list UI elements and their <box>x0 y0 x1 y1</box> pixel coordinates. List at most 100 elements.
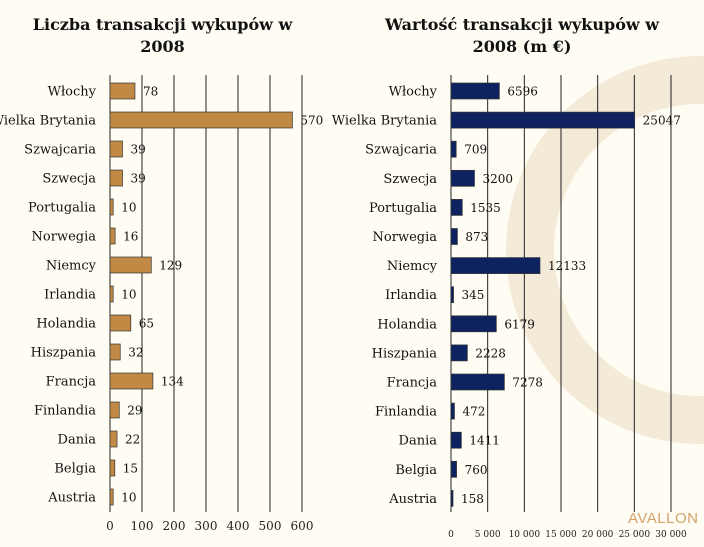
value-data-label: 6179 <box>504 317 535 331</box>
value-data-label: 25047 <box>643 114 681 128</box>
value-category-label: Szwajcaria <box>365 143 437 158</box>
count-data-label: 32 <box>128 346 143 360</box>
value-category-label: Irlandia <box>385 288 437 303</box>
value-bar <box>450 228 458 245</box>
value-data-label: 472 <box>462 405 485 419</box>
value-tick-label: 20 000 <box>582 530 614 540</box>
count-tick-label: 0 <box>106 519 114 533</box>
value-bar <box>450 315 497 333</box>
chart-title-value-line-1: Wartość transakcji wykupów w <box>385 15 659 34</box>
value-category-label: Włochy <box>389 85 438 100</box>
count-data-label: 134 <box>161 375 184 389</box>
count-bar <box>109 169 123 187</box>
count-bar <box>109 430 118 448</box>
count-category-label: Belgia <box>54 462 96 477</box>
value-category-label: Szwecja <box>383 172 437 187</box>
value-tick-label: 0 <box>448 530 454 540</box>
count-data-label: 22 <box>125 433 140 447</box>
value-bar <box>450 490 454 507</box>
chart-title-count-line-2: 2008 <box>140 37 185 56</box>
chart-title-value-line-2: 2008 (m €) <box>472 37 572 56</box>
value-bar <box>450 199 463 216</box>
count-category-label: Wielka Brytania <box>0 114 96 129</box>
count-category-label: Irlandia <box>44 288 96 303</box>
value-tick-label: 25 000 <box>619 530 651 540</box>
count-bar <box>109 111 293 129</box>
chart-title-count: Liczba transakcji wykupów w 2008 <box>20 14 305 58</box>
value-tick-label: 30 000 <box>655 530 687 540</box>
count-bar <box>109 401 120 419</box>
value-category-label: Niemcy <box>387 259 438 274</box>
count-data-label: 16 <box>123 230 138 244</box>
count-bar <box>109 82 136 100</box>
value-data-label: 1411 <box>469 434 500 448</box>
value-data-label: 345 <box>462 288 485 302</box>
value-tick-label: 5 000 <box>475 530 501 540</box>
count-bar <box>109 459 116 477</box>
value-bar <box>450 140 457 158</box>
value-bar <box>450 373 505 391</box>
count-category-label: Holandia <box>36 317 96 332</box>
value-data-label: 7278 <box>512 376 543 390</box>
count-data-label: 10 <box>121 288 136 302</box>
value-data-label: 760 <box>465 463 488 477</box>
value-bar <box>450 169 475 187</box>
count-tick-label: 500 <box>259 519 282 533</box>
count-tick-label: 200 <box>163 519 186 533</box>
count-category-label: Niemcy <box>46 259 97 274</box>
count-tick-label: 100 <box>131 519 154 533</box>
count-category-label: Szwajcaria <box>24 143 96 158</box>
count-category-label: Portugalia <box>28 201 96 216</box>
chart-title-value: Wartość transakcji wykupów w 2008 (m €) <box>372 14 672 58</box>
count-data-label: 29 <box>127 404 142 418</box>
count-bar <box>109 285 114 303</box>
count-data-label: 65 <box>139 317 154 331</box>
value-data-label: 158 <box>461 492 484 506</box>
value-category-label: Francja <box>387 376 438 391</box>
value-data-label: 873 <box>465 230 488 244</box>
value-tick-label: 10 000 <box>509 530 541 540</box>
value-bar <box>450 460 457 478</box>
value-data-label: 2228 <box>475 346 506 360</box>
count-bar <box>109 256 152 274</box>
count-category-label: Norwegia <box>32 230 97 245</box>
value-bar <box>450 257 541 274</box>
value-category-label: Belgia <box>395 463 437 478</box>
count-bar <box>109 488 114 506</box>
value-bar <box>450 431 462 449</box>
count-category-label: Szwecja <box>42 172 96 187</box>
count-tick-label: 300 <box>195 519 218 533</box>
count-data-label: 39 <box>130 143 145 157</box>
chart-title-count-line-1: Liczba transakcji wykupów w <box>32 15 293 34</box>
count-bar <box>109 227 116 245</box>
count-tick-label: 400 <box>227 519 250 533</box>
count-data-label: 39 <box>130 172 145 186</box>
value-data-label: 6596 <box>507 85 538 99</box>
value-category-label: Wielka Brytania <box>332 114 438 129</box>
count-data-label: 15 <box>123 462 138 476</box>
count-bar <box>109 372 154 390</box>
value-tick-label: 15 000 <box>545 530 577 540</box>
count-category-label: Dania <box>58 433 97 448</box>
value-bar <box>450 111 636 129</box>
count-data-label: 10 <box>121 201 136 215</box>
value-category-label: Dania <box>399 434 438 449</box>
count-category-label: Włochy <box>48 85 97 100</box>
count-bar <box>109 343 121 361</box>
value-category-label: Hiszpania <box>372 346 438 361</box>
count-bar <box>109 314 132 332</box>
count-data-label: 78 <box>143 85 158 99</box>
value-data-label: 12133 <box>548 259 586 273</box>
value-bar <box>450 286 454 304</box>
count-category-label: Finlandia <box>34 404 96 419</box>
value-category-label: Austria <box>388 492 437 507</box>
count-category-label: Austria <box>47 491 96 506</box>
count-category-label: Francja <box>46 375 97 390</box>
value-data-label: 3200 <box>482 172 513 186</box>
count-bar <box>109 140 123 158</box>
count-tick-label: 600 <box>291 519 314 533</box>
value-category-label: Finlandia <box>375 405 437 420</box>
count-data-label: 570 <box>300 114 323 128</box>
